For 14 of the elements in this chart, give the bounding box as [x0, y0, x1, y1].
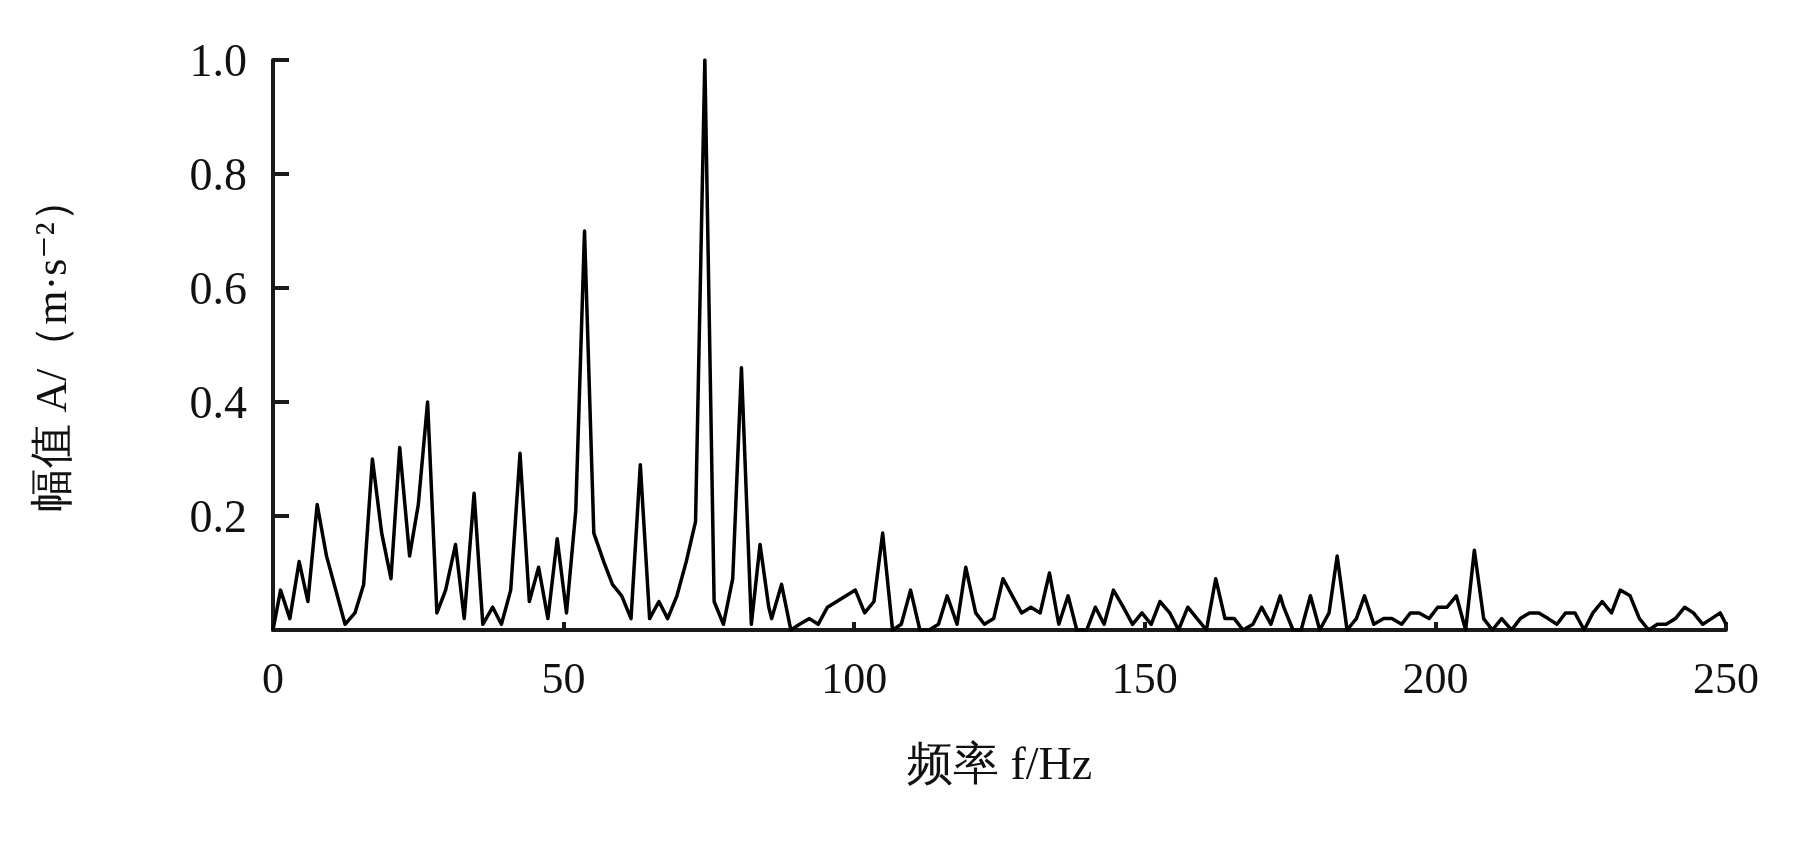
- y-tick-label: 0.2: [189, 490, 247, 542]
- x-tick-label: 250: [1693, 653, 1759, 703]
- line-series: [271, 58, 1728, 632]
- x-tick-label: 50: [541, 653, 586, 703]
- x-tick-label: 0: [262, 653, 284, 703]
- y-axis-title: 幅值 A/（m·s⁻²）: [26, 178, 76, 512]
- y-tick-label: 0.4: [189, 376, 247, 428]
- y-tick-label: 0.8: [189, 148, 247, 200]
- x-tick-label: 200: [1402, 653, 1469, 703]
- y-tick-label: 0.6: [189, 262, 247, 314]
- x-tick-label: 100: [821, 653, 888, 703]
- y-tick-label: 1.0: [189, 34, 247, 86]
- x-tick-label: 150: [1111, 653, 1178, 703]
- x-axis-title: 频率 f/Hz: [906, 737, 1093, 789]
